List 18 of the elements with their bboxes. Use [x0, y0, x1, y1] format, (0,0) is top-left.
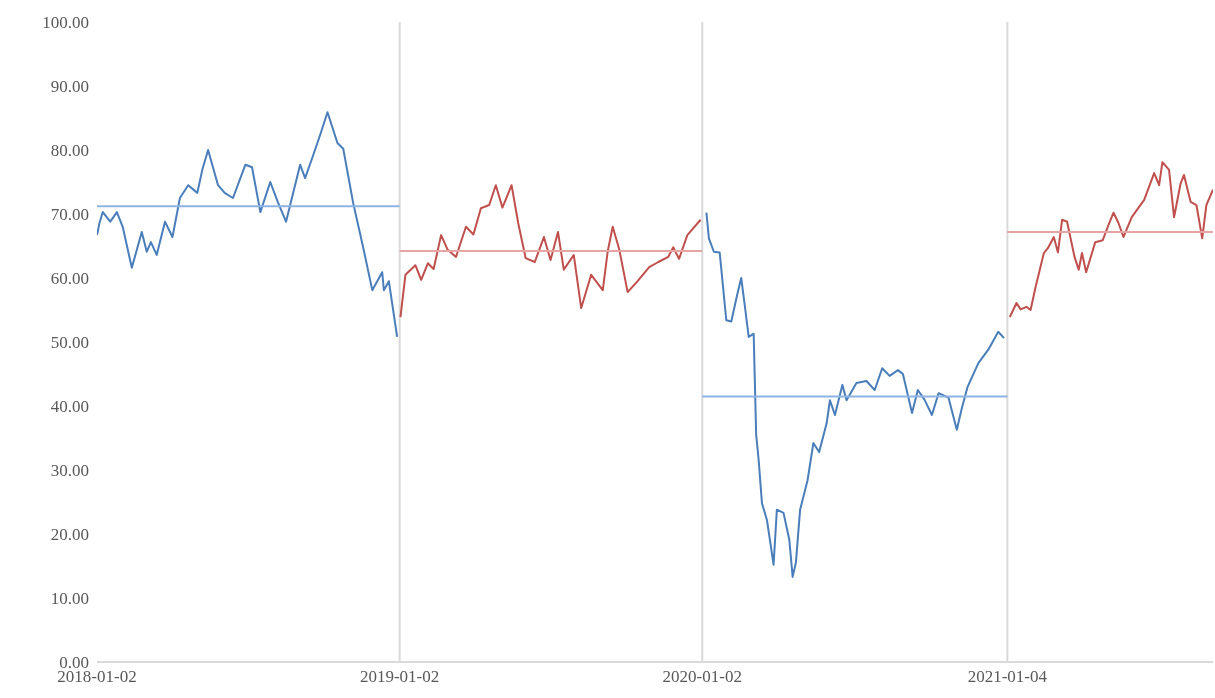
x-tick-label: 2019-01-02 [359, 667, 440, 687]
line-series [97, 111, 399, 338]
line-series [399, 184, 702, 319]
y-tick-label: 80.00 [50, 141, 89, 161]
y-tick-label: 20.00 [50, 525, 89, 545]
y-tick-label: 40.00 [50, 397, 89, 417]
y-tick-label: 90.00 [50, 77, 89, 97]
y-tick-label: 50.00 [50, 333, 89, 353]
y-tick-label: 10.00 [50, 589, 89, 609]
x-tick-label: 2018-01-02 [57, 667, 137, 687]
y-tick-label: 100.00 [42, 13, 89, 33]
y-tick-label: 30.00 [50, 461, 89, 481]
line-series [705, 211, 1006, 578]
line-series [1008, 161, 1213, 319]
x-tick-label: 2020-01-02 [662, 667, 742, 687]
y-tick-label: 70.00 [50, 205, 89, 225]
y-tick-label: 60.00 [50, 269, 89, 289]
x-tick-label: 2021-01-04 [967, 667, 1048, 687]
